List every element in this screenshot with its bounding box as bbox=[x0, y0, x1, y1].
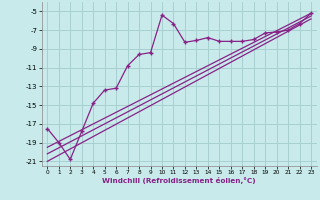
X-axis label: Windchill (Refroidissement éolien,°C): Windchill (Refroidissement éolien,°C) bbox=[102, 177, 256, 184]
